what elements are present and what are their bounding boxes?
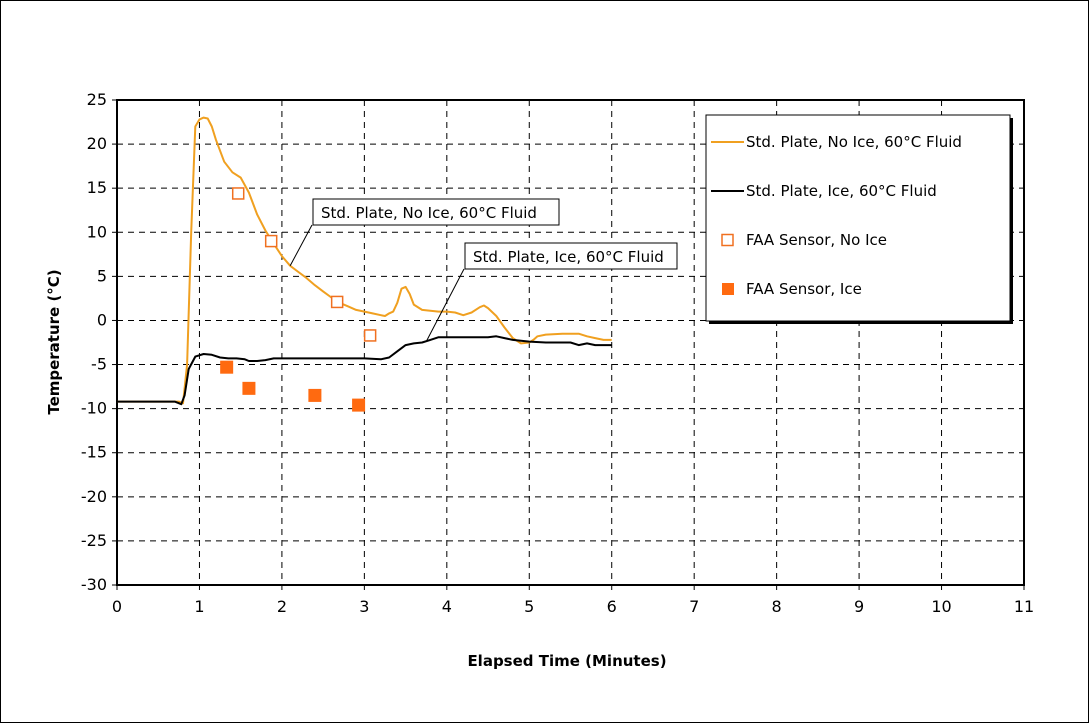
marker-filled-square bbox=[352, 398, 366, 412]
x-tick-label: 8 bbox=[772, 597, 782, 616]
marker-filled-square bbox=[308, 388, 322, 402]
series-line-2 bbox=[117, 335, 612, 406]
y-tick-label: -5 bbox=[91, 355, 107, 374]
series-line-1 bbox=[117, 116, 612, 405]
y-tick-label: 0 bbox=[97, 310, 107, 329]
legend-entry: FAA Sensor, Ice bbox=[722, 280, 862, 298]
legend-label: Std. Plate, Ice, 60°C Fluid bbox=[746, 182, 937, 200]
legend-box bbox=[705, 114, 1011, 322]
annotation-box bbox=[312, 198, 560, 226]
x-tick-labels: 0 1 2 3 4 5 6 7 8 9 10 11 bbox=[112, 585, 1034, 616]
legend-swatch-open-square bbox=[721, 233, 734, 247]
legend-entry: FAA Sensor, No Ice bbox=[721, 231, 887, 249]
annotation-text: Std. Plate, Ice, 60°C Fluid bbox=[473, 248, 664, 266]
y-tick-label: 15 bbox=[87, 178, 107, 197]
series-layer bbox=[117, 116, 612, 412]
annotation-callout: Std. Plate, No Ice, 60°C Fluid bbox=[289, 198, 560, 267]
x-tick-label: 4 bbox=[442, 597, 452, 616]
y-tick-label: 10 bbox=[87, 222, 107, 241]
legend: Std. Plate, No Ice, 60°C Fluid Std. Plate… bbox=[705, 114, 1013, 324]
plot-area-border bbox=[116, 99, 1025, 586]
marker-filled-square bbox=[220, 360, 234, 374]
annotation-layer: Std. Plate, No Ice, 60°C Fluid Std. Plate… bbox=[289, 198, 678, 342]
x-tick-label: 5 bbox=[524, 597, 534, 616]
legend-label: FAA Sensor, Ice bbox=[746, 280, 862, 298]
marker-open-square bbox=[264, 234, 278, 248]
y-tick-label: 25 bbox=[87, 90, 107, 109]
marker-filled-square bbox=[242, 381, 256, 395]
legend-label: Std. Plate, No Ice, 60°C Fluid bbox=[746, 133, 962, 151]
y-tick-labels: 25 20 15 10 5 0 -5 -10 -15 -20 -25 -30 bbox=[81, 90, 117, 594]
marker-open-square bbox=[330, 295, 344, 309]
annotation-box bbox=[464, 242, 678, 270]
y-tick-label: -20 bbox=[81, 487, 107, 506]
x-tick-label: 10 bbox=[931, 597, 951, 616]
legend-swatch-filled-square bbox=[722, 283, 734, 295]
y-tick-label: -30 bbox=[81, 575, 107, 594]
x-axis-title: Elapsed Time (Minutes) bbox=[467, 652, 666, 670]
x-tick-label: 2 bbox=[277, 597, 287, 616]
y-axis-title: Temperature (°C) bbox=[45, 269, 63, 414]
y-tick-label: 5 bbox=[97, 266, 107, 285]
y-tick-label: -10 bbox=[81, 399, 107, 418]
annotation-leader-line bbox=[425, 268, 465, 342]
annotation-text: Std. Plate, No Ice, 60°C Fluid bbox=[321, 204, 537, 222]
marker-open-square bbox=[363, 329, 377, 342]
x-tick-label: 1 bbox=[194, 597, 204, 616]
x-tick-label: 3 bbox=[359, 597, 369, 616]
x-tick-label: 6 bbox=[607, 597, 617, 616]
x-tick-label: 11 bbox=[1014, 597, 1034, 616]
x-tick-label: 9 bbox=[854, 597, 864, 616]
y-tick-label: -15 bbox=[81, 443, 107, 462]
legend-entry: Std. Plate, Ice, 60°C Fluid bbox=[711, 182, 937, 200]
annotation-leader-line bbox=[289, 224, 313, 267]
x-tick-label: 0 bbox=[112, 597, 122, 616]
x-tick-label: 7 bbox=[689, 597, 699, 616]
y-tick-label: 20 bbox=[87, 134, 107, 153]
y-tick-label: -25 bbox=[81, 531, 107, 550]
legend-entry: Std. Plate, No Ice, 60°C Fluid bbox=[711, 133, 962, 151]
annotation-callout: Std. Plate, Ice, 60°C Fluid bbox=[425, 242, 678, 342]
legend-label: FAA Sensor, No Ice bbox=[746, 231, 887, 249]
marker-open-square bbox=[231, 187, 245, 200]
